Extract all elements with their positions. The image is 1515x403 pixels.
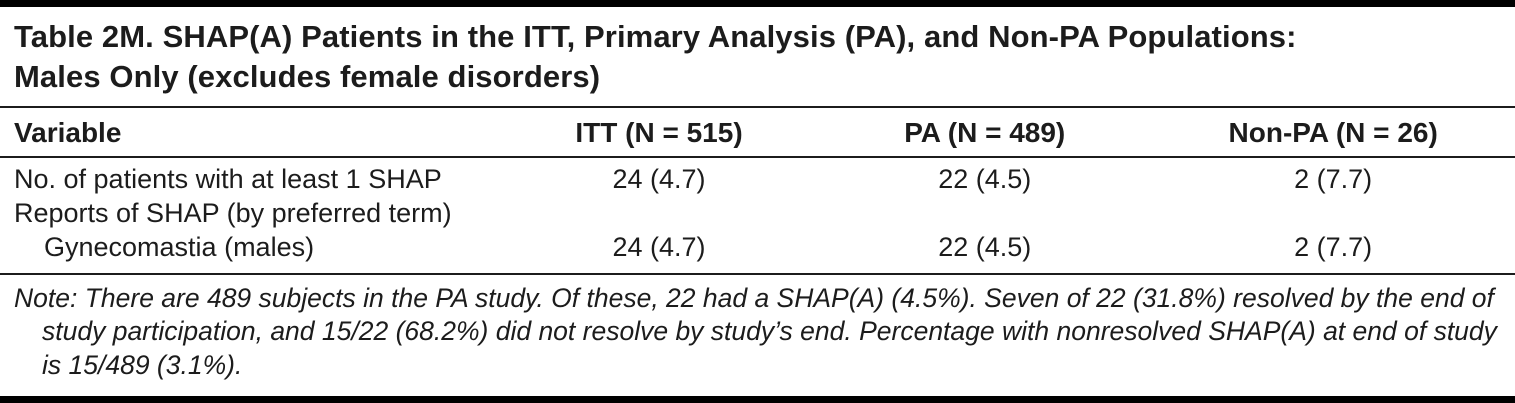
row-value-nonpa: 2 (7.7) — [1294, 163, 1373, 194]
row-label-patients-at-least-1-shap: No. of patients with at least 1 SHAP — [14, 163, 442, 194]
row-value-itt: 24 (4.7) — [612, 163, 706, 194]
column-header-variable: Variable — [14, 116, 122, 148]
table-note: Note: There are 489 subjects in the PA s… — [14, 282, 1497, 380]
table-title: Table 2M. SHAP(A) Patients in the ITT, P… — [0, 7, 1515, 108]
column-header-pa: PA (N = 489) — [904, 116, 1066, 148]
column-header-itt: ITT (N = 515) — [575, 116, 743, 148]
table-row: Reports of SHAP (by preferred term) — [0, 197, 1515, 231]
row-value-nonpa: 2 (7.7) — [1294, 231, 1373, 262]
table-title-line1: Table 2M. SHAP(A) Patients in the ITT, P… — [14, 19, 1297, 54]
table-row: No. of patients with at least 1 SHAP 24 … — [0, 163, 1515, 197]
row-value-itt: 24 (4.7) — [612, 231, 706, 262]
row-value-pa: 22 (4.5) — [938, 231, 1032, 262]
table-body: No. of patients with at least 1 SHAP 24 … — [0, 158, 1515, 275]
row-value-pa: 22 (4.5) — [938, 163, 1032, 194]
table-title-line2: Males Only (excludes female disorders) — [14, 59, 601, 95]
row-label-gynecomastia-males: Gynecomastia (males) — [44, 231, 315, 262]
row-label-reports-of-shap: Reports of SHAP (by preferred term) — [14, 197, 452, 228]
column-header-nonpa: Non-PA (N = 26) — [1228, 116, 1438, 148]
table-header-row: Variable ITT (N = 515) PA (N = 489) Non-… — [0, 108, 1515, 158]
table-row: Gynecomastia (males) 24 (4.7) 22 (4.5) 2… — [0, 231, 1515, 265]
